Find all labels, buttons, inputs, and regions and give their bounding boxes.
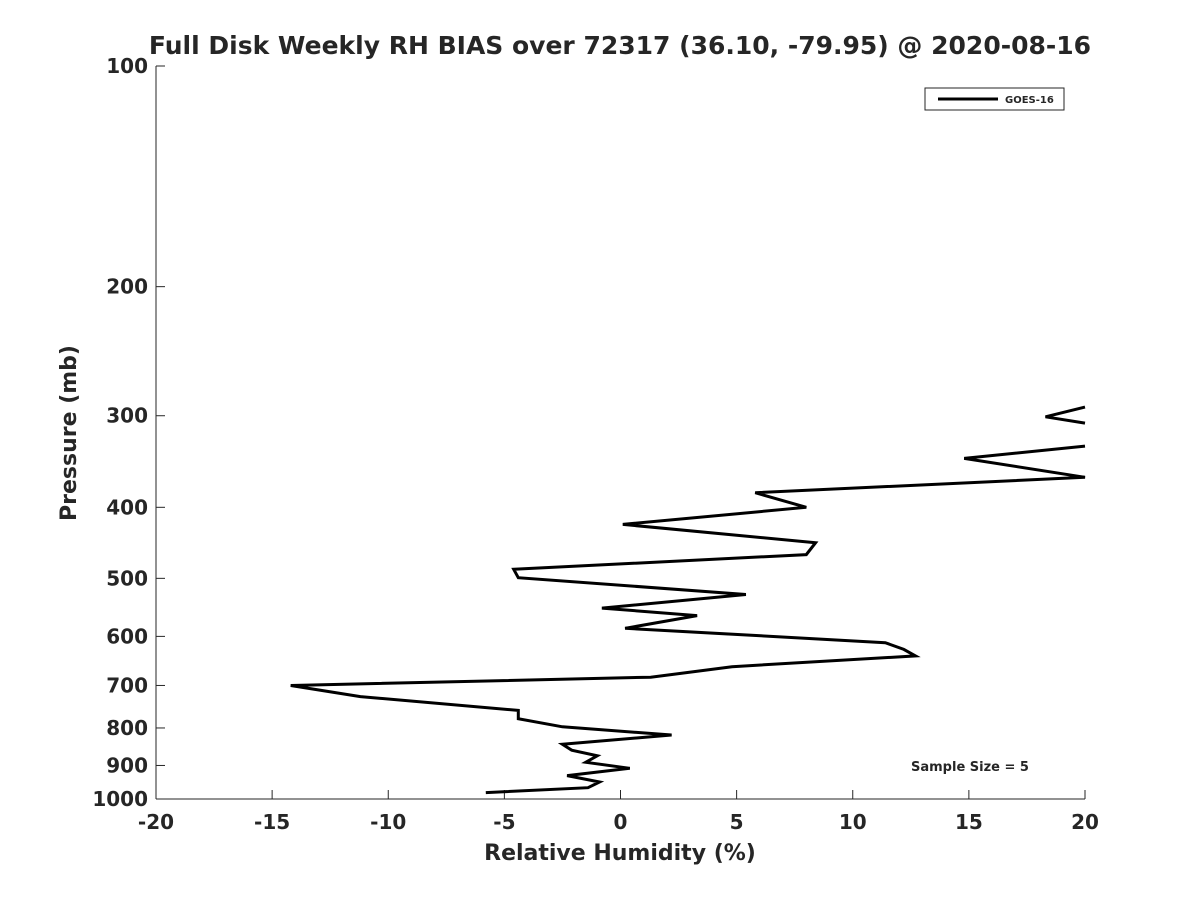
y-tick-label: 700 (106, 673, 148, 697)
y-tick-label: 600 (106, 624, 148, 648)
y-tick-label: 800 (106, 716, 148, 740)
y-tick-label: 500 (106, 566, 148, 590)
x-tick-label: 15 (955, 810, 983, 834)
y-tick-label: 200 (106, 275, 148, 299)
x-tick-label: 0 (614, 810, 628, 834)
x-tick-label: -15 (254, 810, 290, 834)
series-line-goes-16-upper (1045, 405, 1086, 425)
series-line-goes-16 (290, 444, 1086, 795)
chart-title: Full Disk Weekly RH BIAS over 72317 (36.… (149, 31, 1091, 60)
x-tick-label: -5 (493, 810, 515, 834)
x-axis-ticks: -20 -15 -10 -5 0 5 10 15 20 (138, 790, 1099, 834)
x-tick-label: -20 (138, 810, 174, 834)
y-axis-ticks: 100 200 300 400 500 600 700 800 900 1000 (92, 54, 165, 811)
legend: GOES-16 (924, 87, 1065, 111)
y-axis-label: Pressure (mb) (57, 345, 82, 521)
y-tick-label: 900 (106, 753, 148, 777)
y-tick-label: 300 (106, 404, 148, 428)
y-tick-label: 100 (106, 54, 148, 78)
x-tick-label: -10 (370, 810, 406, 834)
x-tick-label: 10 (839, 810, 867, 834)
series-lines (290, 405, 1086, 795)
x-tick-label: 20 (1071, 810, 1099, 834)
x-axis-label: Relative Humidity (%) (484, 841, 756, 866)
sample-size-annotation: Sample Size = 5 (911, 760, 1029, 775)
legend-label: GOES-16 (1005, 95, 1054, 106)
y-tick-label: 400 (106, 495, 148, 519)
plot-area: -20 -15 -10 -5 0 5 10 15 20 100 200 300 400 500 600 70… (92, 54, 1099, 834)
x-tick-label: 5 (730, 810, 744, 834)
y-tick-label: 1000 (92, 787, 148, 811)
